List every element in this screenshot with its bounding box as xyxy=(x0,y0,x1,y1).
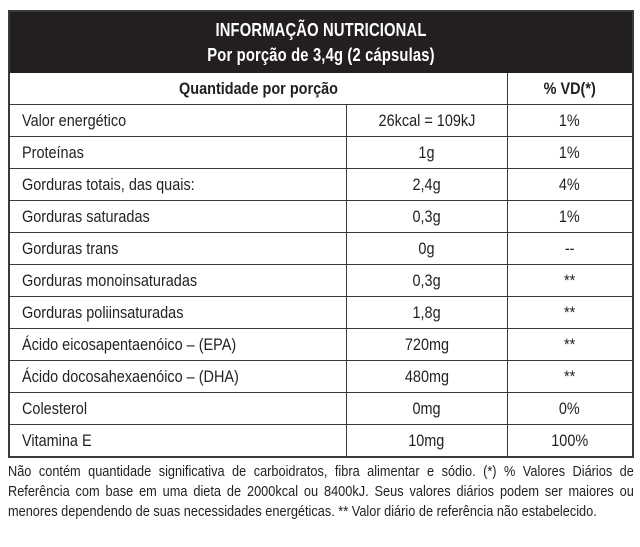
table-row: Gorduras monoinsaturadas 0,3g ** xyxy=(10,264,632,297)
column-header-row: Quantidade por porção % VD(*) xyxy=(10,73,632,105)
nutrient-amount: 10mg xyxy=(345,424,508,456)
nutrient-amount: 0g xyxy=(345,232,508,265)
nutrient-amount: 480mg xyxy=(345,360,508,393)
nutrient-amount: 0mg xyxy=(345,392,508,425)
nutrient-daily-value: 0% xyxy=(506,392,632,425)
nutrient-name: Gorduras monoinsaturadas xyxy=(10,264,347,297)
nutrient-daily-value: ** xyxy=(506,360,632,393)
table-row: Colesterol 0mg 0% xyxy=(10,392,632,425)
nutrient-name: Vitamina E xyxy=(10,424,347,456)
table-row: Gorduras totais, das quais: 2,4g 4% xyxy=(10,168,632,201)
nutrient-name: Gorduras totais, das quais: xyxy=(10,168,347,201)
nutrient-daily-value: 1% xyxy=(506,200,632,233)
nutrient-daily-value: 1% xyxy=(506,136,632,169)
nutrient-amount: 26kcal = 109kJ xyxy=(345,104,508,137)
nutrition-title: INFORMAÇÃO NUTRICIONAL xyxy=(215,20,427,40)
table-row: Valor energético 26kcal = 109kJ 1% xyxy=(10,104,632,137)
nutrient-name: Gorduras saturadas xyxy=(10,200,347,233)
table-row: Ácido eicosapentaenóico – (EPA) 720mg ** xyxy=(10,328,632,361)
nutrient-daily-value: ** xyxy=(506,296,632,329)
quantity-header: Quantidade por porção xyxy=(10,73,508,105)
nutrient-name: Proteínas xyxy=(10,136,347,169)
table-row: Gorduras saturadas 0,3g 1% xyxy=(10,200,632,233)
nutrient-daily-value: 100% xyxy=(506,424,632,456)
nutrient-daily-value: 1% xyxy=(506,104,632,137)
nutrient-amount: 2,4g xyxy=(345,168,508,201)
nutrient-daily-value: ** xyxy=(506,328,632,361)
nutrient-amount: 1,8g xyxy=(345,296,508,329)
nutrient-amount: 720mg xyxy=(345,328,508,361)
nutrient-name: Gorduras poliinsaturadas xyxy=(10,296,347,329)
nutrient-daily-value: -- xyxy=(506,232,632,265)
table-row: Gorduras poliinsaturadas 1,8g ** xyxy=(10,296,632,329)
table-row: Gorduras trans 0g -- xyxy=(10,232,632,265)
table-row: Vitamina E 10mg 100% xyxy=(10,424,632,456)
nutrition-header: INFORMAÇÃO NUTRICIONAL Por porção de 3,4… xyxy=(10,12,632,73)
nutrition-table: Quantidade por porção % VD(*) Valor ener… xyxy=(10,73,632,456)
table-row: Proteínas 1g 1% xyxy=(10,136,632,169)
nutrient-name: Colesterol xyxy=(10,392,347,425)
footnote-text: Não contém quantidade significativa de c… xyxy=(8,463,634,520)
serving-size: Por porção de 3,4g (2 cápsulas) xyxy=(207,45,435,65)
footnote: Não contém quantidade significativa de c… xyxy=(8,462,634,522)
nutrient-amount: 0,3g xyxy=(345,264,508,297)
nutrient-amount: 0,3g xyxy=(345,200,508,233)
nutrient-daily-value: ** xyxy=(506,264,632,297)
table-row: Ácido docosahexaenóico – (DHA) 480mg ** xyxy=(10,360,632,393)
nutrient-name: Valor energético xyxy=(10,104,347,137)
nutrition-facts-panel: INFORMAÇÃO NUTRICIONAL Por porção de 3,4… xyxy=(8,10,634,458)
nutrient-name: Gorduras trans xyxy=(10,232,347,265)
nutrient-amount: 1g xyxy=(345,136,508,169)
daily-value-header: % VD(*) xyxy=(506,73,632,105)
nutrient-name: Ácido docosahexaenóico – (DHA) xyxy=(10,360,347,393)
nutrient-name: Ácido eicosapentaenóico – (EPA) xyxy=(10,328,347,361)
nutrient-daily-value: 4% xyxy=(506,168,632,201)
